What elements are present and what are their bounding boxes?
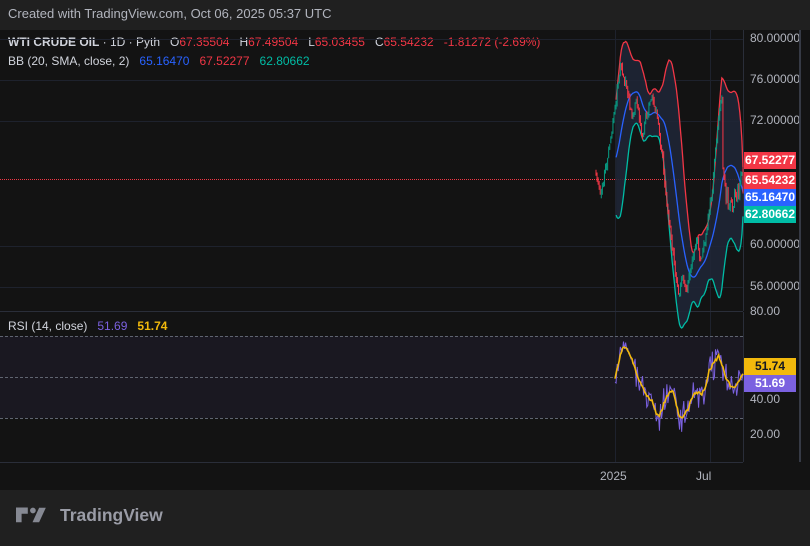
svg-text:TradingView: TradingView xyxy=(60,505,163,525)
